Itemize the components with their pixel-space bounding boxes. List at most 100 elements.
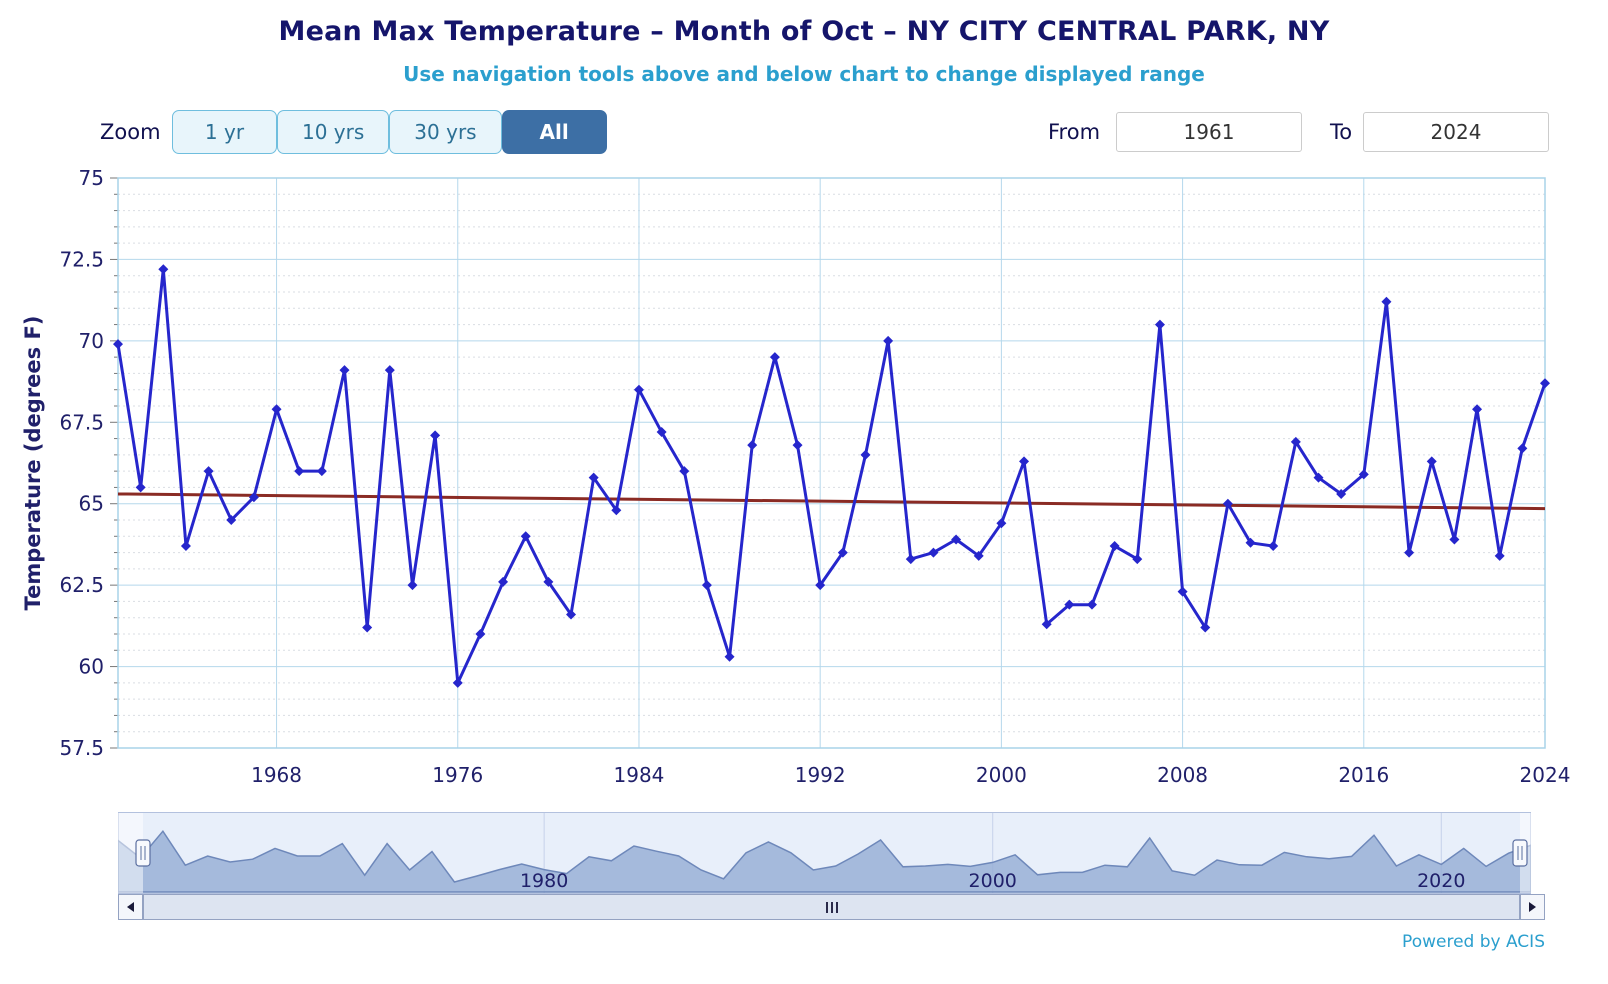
x-tick-label: 1976 — [432, 763, 483, 787]
navigator[interactable]: 1980 2000 2020 — [118, 812, 1531, 894]
data-point-marker — [520, 531, 531, 542]
from-year-input[interactable] — [1116, 112, 1302, 152]
data-point-marker — [294, 466, 305, 477]
data-point-marker — [928, 547, 939, 558]
data-point-marker — [656, 427, 667, 438]
data-point-marker — [815, 580, 826, 591]
temperature-series-line — [116, 267, 1547, 685]
x-tick-label: 2016 — [1338, 763, 1389, 787]
data-point-marker — [951, 534, 962, 545]
data-point-marker — [837, 547, 848, 558]
x-tick-label: 2008 — [1157, 763, 1208, 787]
data-point-marker — [1200, 622, 1211, 633]
data-point-marker — [339, 365, 350, 376]
y-tick-label: 60 — [79, 655, 104, 679]
navigator-tick-label: 1980 — [520, 870, 568, 892]
y-axis-tick-marks — [110, 177, 118, 749]
data-point-marker — [1177, 586, 1188, 597]
data-point-marker — [1019, 456, 1030, 467]
data-point-marker — [113, 339, 123, 350]
y-tick-label: 62.5 — [59, 573, 104, 597]
y-tick-label: 75 — [79, 170, 104, 190]
data-point-marker — [1268, 541, 1279, 552]
navigator-left-handle[interactable] — [135, 839, 151, 867]
zoom-label: Zoom — [100, 120, 161, 144]
scrollbar[interactable] — [118, 894, 1545, 920]
data-point-marker — [135, 482, 146, 493]
data-point-marker — [973, 550, 984, 561]
x-tick-label: 2024 — [1520, 763, 1571, 787]
data-point-marker — [1404, 547, 1415, 558]
data-point-marker — [543, 576, 554, 587]
data-point-marker — [747, 440, 758, 451]
data-point-marker — [1064, 599, 1075, 610]
x-tick-label: 1968 — [251, 763, 302, 787]
navigator-right-handle[interactable] — [1512, 839, 1528, 867]
y-axis-title: Temperature (degrees F) — [21, 316, 45, 611]
data-point-markers[interactable] — [113, 264, 1550, 688]
data-point-marker — [498, 576, 509, 587]
data-point-marker — [633, 384, 644, 395]
data-point-marker — [384, 365, 395, 376]
data-point-marker — [1472, 404, 1483, 415]
data-point-marker — [905, 554, 916, 565]
data-point-marker — [1517, 443, 1528, 454]
data-point-marker — [362, 622, 373, 633]
scrollbar-left-arrow[interactable] — [119, 895, 143, 919]
data-point-marker — [996, 518, 1007, 529]
data-point-marker — [1109, 541, 1120, 552]
x-tick-label: 1984 — [614, 763, 665, 787]
y-tick-label: 67.5 — [59, 410, 104, 434]
data-point-marker — [883, 335, 894, 346]
y-tick-label: 65 — [79, 492, 104, 516]
scrollbar-thumb[interactable] — [143, 895, 1520, 919]
data-point-marker — [701, 580, 712, 591]
zoom-1yr-button[interactable]: 1 yr — [172, 110, 277, 154]
data-point-marker — [430, 430, 441, 441]
y-tick-label: 72.5 — [59, 247, 104, 271]
powered-by-acis-link[interactable]: Powered by ACIS — [1402, 932, 1545, 952]
data-point-marker — [1358, 469, 1369, 480]
data-point-marker — [271, 404, 282, 415]
to-year-input[interactable] — [1363, 112, 1549, 152]
data-point-marker — [588, 472, 599, 483]
to-label: To — [1330, 120, 1353, 144]
data-point-marker — [203, 466, 214, 477]
navigator-area-series — [118, 829, 1531, 893]
data-point-marker — [679, 466, 690, 477]
zoom-all-button[interactable]: All — [501, 110, 607, 154]
data-point-marker — [1086, 599, 1097, 610]
data-point-marker — [611, 505, 622, 516]
data-point-marker — [1449, 534, 1460, 545]
data-point-marker — [1132, 554, 1143, 565]
zoom-10yrs-button[interactable]: 10 yrs — [277, 110, 390, 154]
data-point-marker — [1381, 296, 1392, 307]
axis-labels: 57.5 60 62.5 65 67.5 70 72.5 75 1968 1976 1984 1992… — [59, 170, 1570, 787]
data-point-marker — [180, 541, 191, 552]
navigator-tick-label: 2000 — [969, 870, 1017, 892]
zoom-button-group: 1 yr 10 yrs 30 yrs All — [172, 110, 607, 154]
data-point-marker — [860, 449, 871, 460]
y-tick-label: 70 — [79, 329, 104, 353]
data-point-marker — [566, 609, 577, 620]
gridlines — [118, 177, 1546, 749]
data-point-marker — [158, 264, 169, 275]
left-arrow-icon — [127, 902, 134, 912]
plot-border — [117, 177, 1546, 749]
data-point-marker — [1290, 436, 1301, 447]
zoom-30yrs-button[interactable]: 30 yrs — [389, 110, 502, 154]
from-label: From — [1048, 120, 1101, 144]
data-point-marker — [248, 492, 259, 503]
data-point-marker — [769, 352, 780, 363]
data-point-marker — [226, 515, 237, 525]
data-point-marker — [1313, 472, 1324, 483]
data-point-marker — [475, 629, 486, 639]
data-point-marker — [316, 466, 327, 477]
navigator-tick-label: 2020 — [1417, 870, 1465, 892]
right-arrow-icon — [1529, 902, 1536, 912]
main-chart-plot[interactable]: 57.5 60 62.5 65 67.5 70 72.5 75 1968 1976 1984 1992… — [0, 170, 1608, 800]
chart-subtitle: Use navigation tools above and below cha… — [403, 62, 1205, 86]
data-point-marker — [1041, 619, 1052, 630]
scrollbar-right-arrow[interactable] — [1520, 895, 1544, 919]
